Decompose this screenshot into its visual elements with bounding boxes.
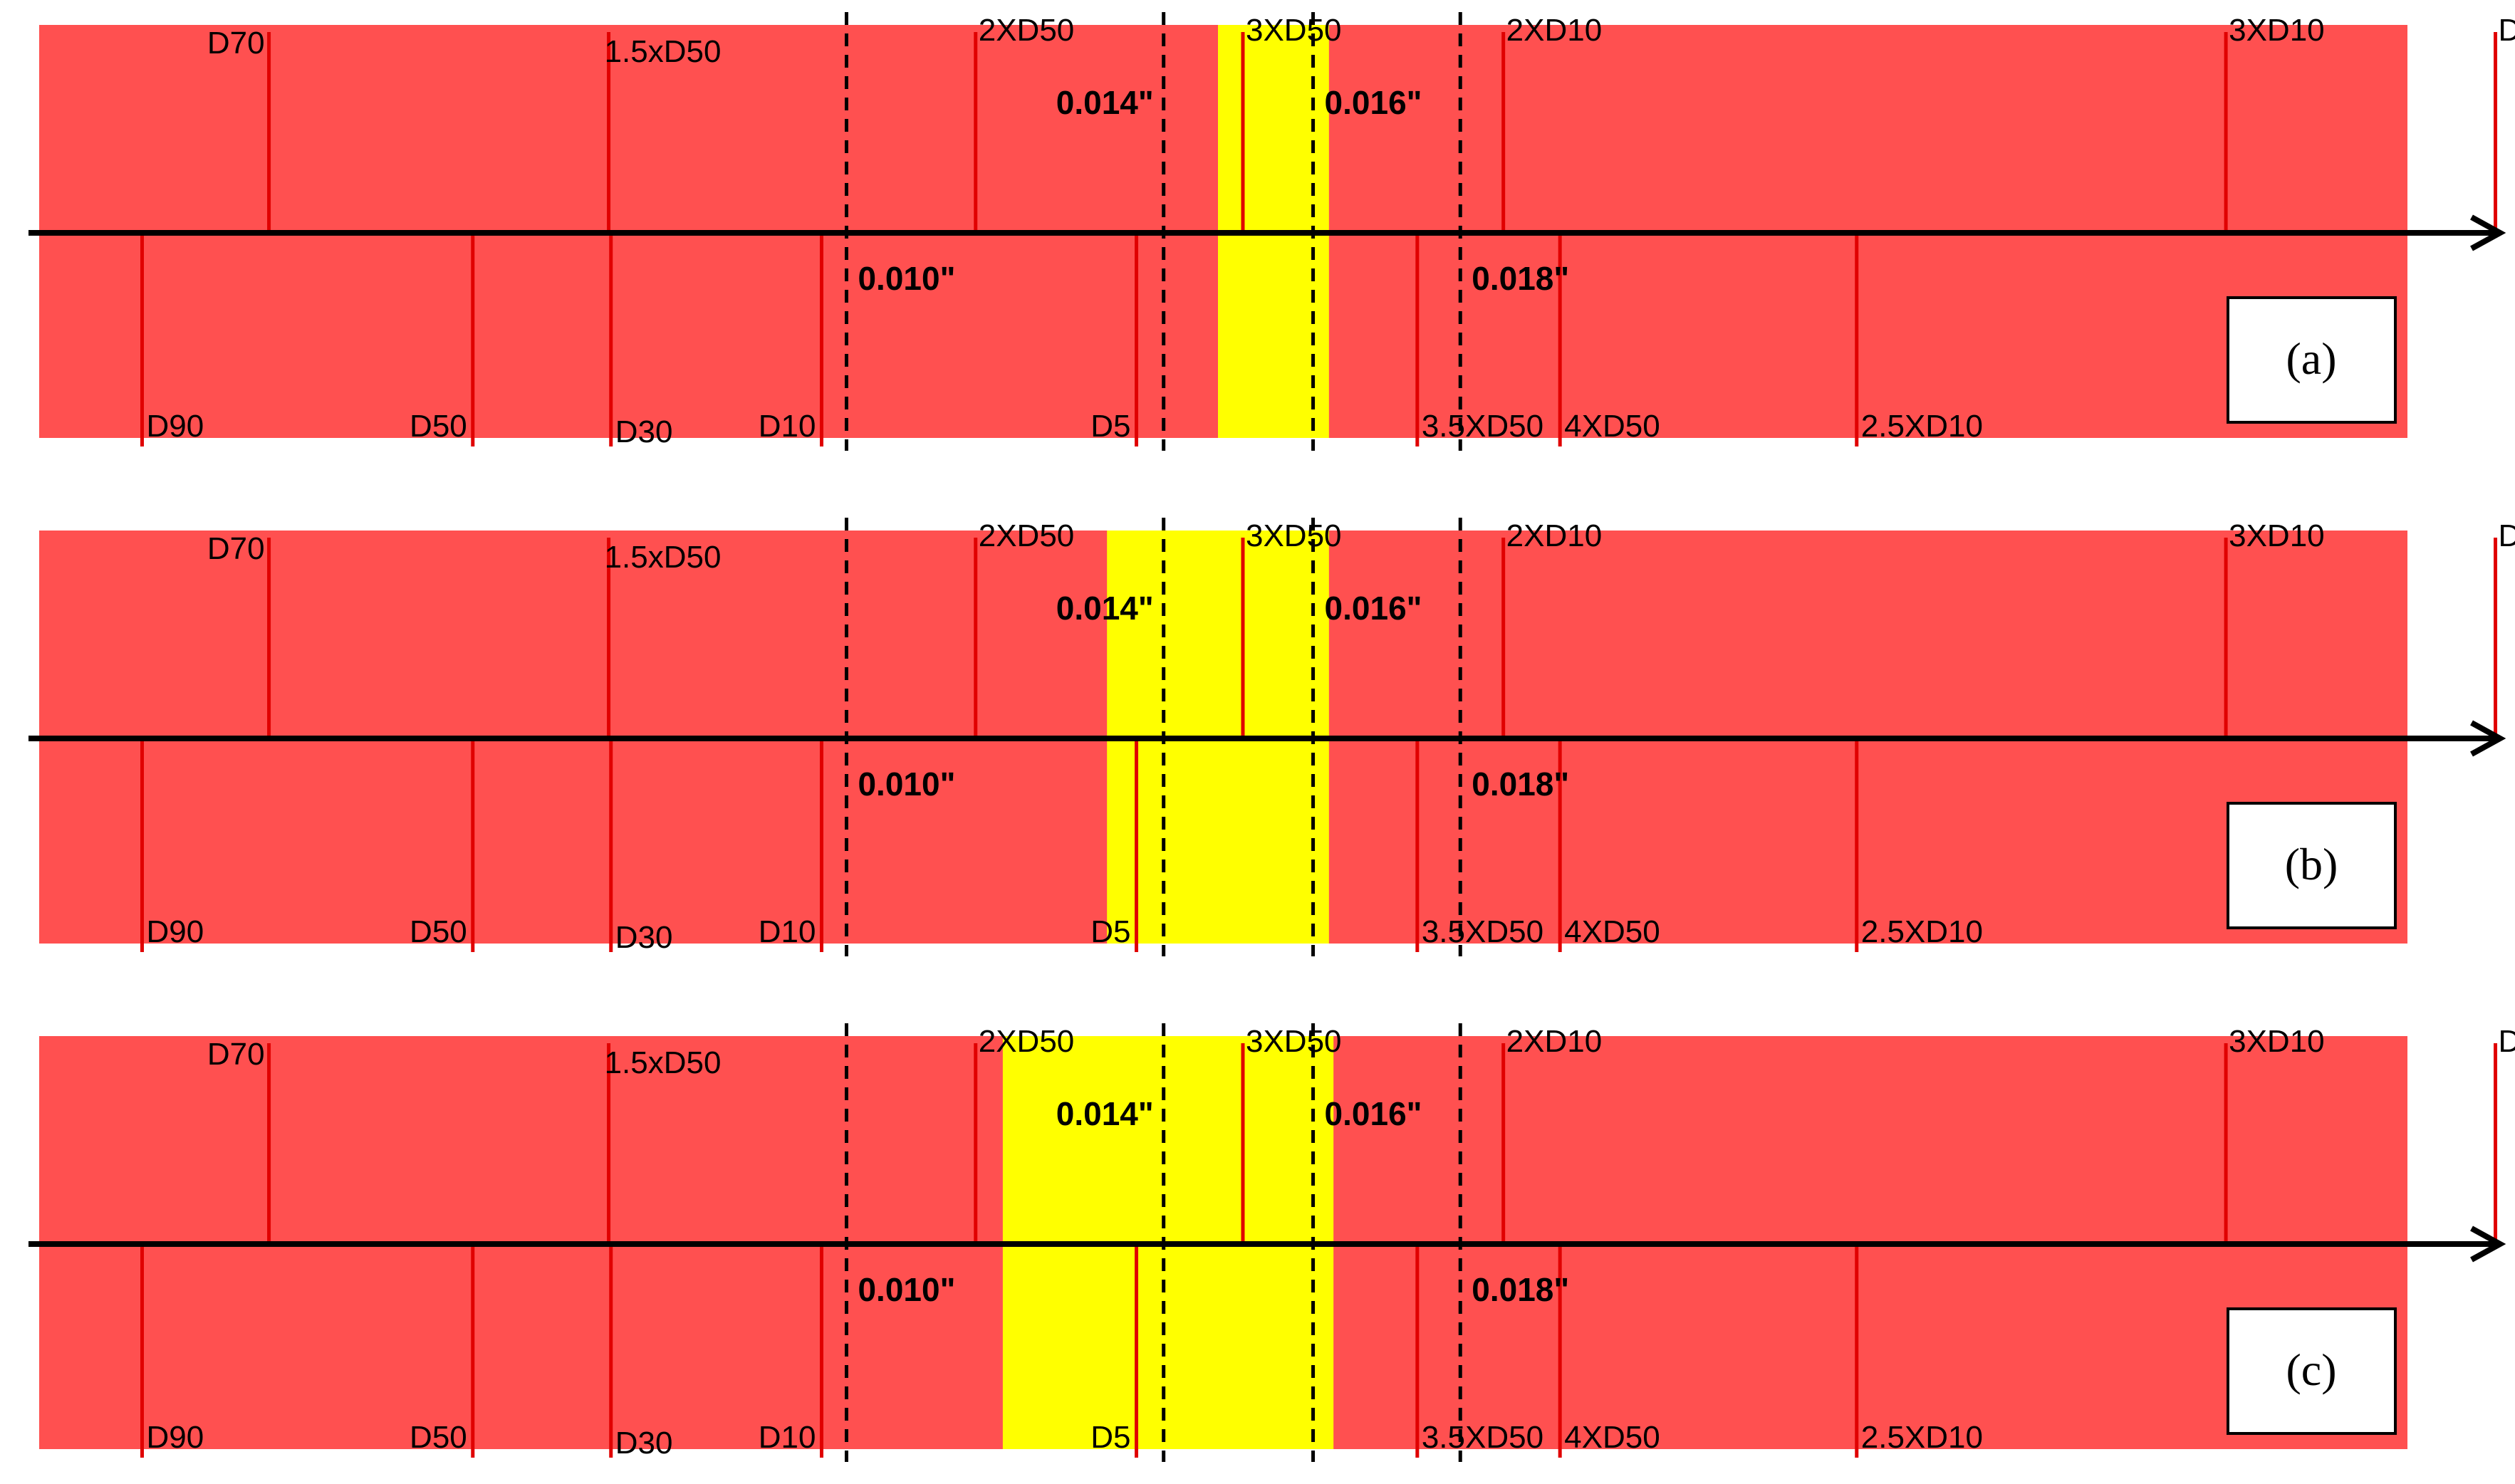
marker-label: D70 — [207, 26, 265, 61]
marker-label: D1 — [2499, 1024, 2515, 1059]
marker-label: 2.5XD10 — [1861, 409, 1983, 444]
marker-label: D30 — [615, 1426, 673, 1461]
marker-label: 2XD10 — [1506, 1024, 1603, 1059]
reference-line-label: 0.014" — [1056, 590, 1154, 627]
marker-label: 3XD50 — [1246, 518, 1342, 553]
reference-line-label: 0.014" — [1056, 84, 1154, 121]
marker-label: D1 — [2499, 518, 2515, 553]
marker-label: 3XD10 — [2229, 518, 2325, 553]
marker-label: 3.5XD50 — [1422, 1420, 1543, 1455]
marker-label: D30 — [615, 920, 673, 955]
marker-label: 3.5XD50 — [1422, 409, 1543, 444]
marker-label: 4XD50 — [1564, 409, 1660, 444]
panel-tag: (b) — [2285, 839, 2338, 889]
marker-label: D70 — [207, 531, 265, 566]
marker-label: 2XD10 — [1506, 13, 1603, 48]
marker-label: 2.5XD10 — [1861, 1420, 1983, 1455]
marker-label: 3.5XD50 — [1422, 914, 1543, 949]
marker-label: D70 — [207, 1037, 265, 1072]
marker-label: D5 — [1090, 914, 1130, 949]
marker-label: 4XD50 — [1564, 1420, 1660, 1455]
marker-label: 2XD10 — [1506, 518, 1603, 553]
marker-label: D10 — [759, 914, 816, 949]
marker-label: 3XD10 — [2229, 1024, 2325, 1059]
panel-tag-box — [2227, 296, 2397, 424]
reference-line-label: 0.016" — [1325, 1095, 1422, 1132]
panel-tag: (c) — [2286, 1344, 2336, 1395]
marker-label: 1.5xD50 — [605, 1045, 722, 1080]
marker-label: D5 — [1090, 1420, 1130, 1455]
marker-label: D10 — [759, 409, 816, 444]
axis-arrowhead — [2470, 1226, 2506, 1263]
marker-label: D30 — [615, 414, 673, 449]
panel-tag-box — [2227, 802, 2397, 929]
marker-label: D10 — [759, 1420, 816, 1455]
marker-label: D50 — [410, 1420, 467, 1455]
marker-label: D90 — [147, 409, 204, 444]
marker-label: 2XD50 — [979, 1024, 1075, 1059]
reference-line-label: 0.014" — [1056, 1095, 1154, 1132]
panel-tag: (a) — [2286, 333, 2336, 384]
panel-a: D70 1.5xD50 2XD50 3XD50 2XD10 3XD10 D1 D90 D50 D3… — [28, 12, 2515, 451]
marker-label: 2.5XD10 — [1861, 914, 1983, 949]
axis-arrowhead — [2470, 720, 2506, 757]
marker-label: D5 — [1090, 409, 1130, 444]
marker-label: 1.5xD50 — [605, 34, 722, 69]
marker-label: 2XD50 — [979, 518, 1075, 553]
marker-label: 2XD50 — [979, 13, 1075, 48]
reference-line-label: 0.016" — [1325, 84, 1422, 121]
marker-label: D50 — [410, 409, 467, 444]
panel-c: D70 1.5xD50 2XD50 3XD50 2XD10 3XD10 D1 D90 D50 D3… — [28, 1023, 2515, 1462]
panel-b: D70 1.5xD50 2XD50 3XD50 2XD10 3XD10 D1 D90 D50 D3… — [28, 518, 2515, 956]
marker-label: D90 — [147, 914, 204, 949]
marker-label: 3XD50 — [1246, 1024, 1342, 1059]
panel-tag-box — [2227, 1307, 2397, 1435]
marker-label: D1 — [2499, 13, 2515, 48]
reference-line-label: 0.016" — [1325, 590, 1422, 627]
reference-line-label: 0.010" — [858, 260, 955, 297]
reference-line-label: 0.010" — [858, 765, 955, 803]
marker-label: 3XD10 — [2229, 13, 2325, 48]
marker-label: D90 — [147, 1420, 204, 1455]
marker-label: 1.5xD50 — [605, 540, 722, 575]
reference-line-label: 0.018" — [1472, 765, 1569, 803]
axis-arrowhead — [2470, 214, 2506, 251]
marker-label: D50 — [410, 914, 467, 949]
reference-line-label: 0.010" — [858, 1271, 955, 1308]
reference-line-label: 0.018" — [1472, 260, 1569, 297]
marker-label: 3XD50 — [1246, 13, 1342, 48]
marker-label: 4XD50 — [1564, 914, 1660, 949]
reference-line-label: 0.018" — [1472, 1271, 1569, 1308]
